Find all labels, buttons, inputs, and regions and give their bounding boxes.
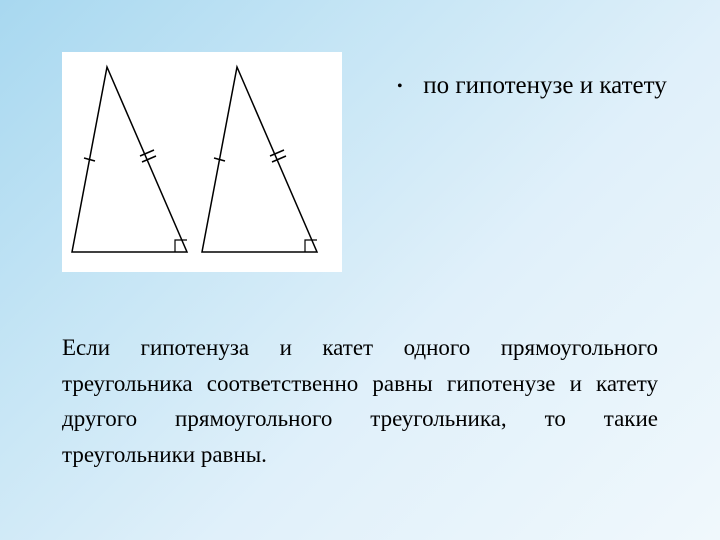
triangles-svg — [62, 52, 342, 272]
tick-leg-1a — [140, 150, 154, 156]
bullet-marker: • — [397, 78, 403, 96]
triangle-figure — [62, 52, 342, 272]
bullet-title-text: по гипотенузе и катету — [423, 72, 666, 99]
tick-leg-2b — [272, 156, 286, 162]
tick-leg-1b — [142, 156, 156, 162]
bullet-title: • по гипотенузе и катету — [415, 72, 675, 100]
body-text: Если гипотенуза и катет одного прямоугол… — [62, 330, 658, 473]
tick-leg-2a — [270, 150, 284, 156]
